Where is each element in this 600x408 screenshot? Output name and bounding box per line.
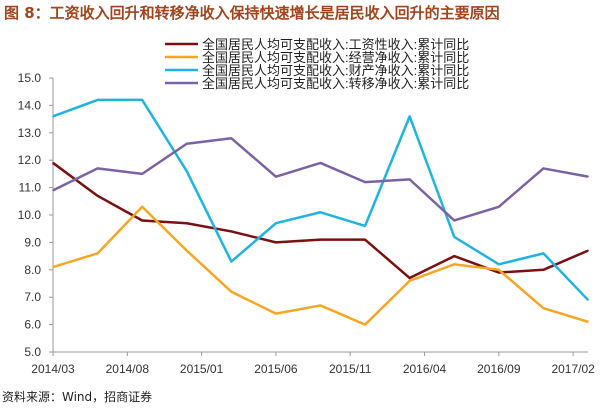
- x-tick-label: 2015/11: [329, 362, 372, 376]
- data-point: [185, 249, 188, 252]
- data-point: [230, 137, 233, 140]
- data-point: [542, 307, 545, 309]
- y-tick-label: 6.0: [24, 318, 41, 332]
- legend-label-2: 全国居民人均可支配收入:财产净收入:累计同比: [202, 63, 469, 78]
- x-tick-label: 2014/08: [106, 362, 150, 376]
- legend-label-0: 全国居民人均可支配收入:工资性收入:累计同比: [202, 37, 469, 52]
- x-tick-label: 2016/09: [477, 362, 521, 376]
- x-tick-label: 2015/06: [254, 362, 298, 376]
- data-point: [275, 222, 277, 225]
- data-point: [275, 312, 277, 315]
- data-point: [319, 162, 322, 164]
- data-point: [52, 162, 54, 164]
- y-tick-label: 8.0: [24, 263, 41, 277]
- data-point: [364, 181, 366, 183]
- data-point: [542, 252, 545, 255]
- source-note: 资料来源：Wind，招商证券: [2, 390, 153, 404]
- data-point: [96, 195, 99, 197]
- data-point: [498, 271, 500, 274]
- data-point: [408, 115, 411, 118]
- data-point: [587, 321, 589, 323]
- chart-title: 图 8：工资收入回升和转移净收入保持快速增长是居民收入回升的主要原因: [4, 4, 500, 22]
- data-point: [364, 225, 366, 227]
- data-point: [141, 99, 143, 101]
- data-point: [230, 260, 233, 263]
- y-tick-label: 9.0: [24, 235, 41, 249]
- series-line-0: [52, 161, 589, 280]
- y-tick-label: 12.0: [18, 153, 42, 167]
- data-point: [498, 269, 500, 271]
- series-line-3: [52, 137, 589, 222]
- x-tick-label: 2014/03: [31, 362, 75, 376]
- y-tick-label: 13.0: [18, 126, 42, 140]
- data-point: [96, 167, 99, 170]
- data-point: [542, 167, 545, 170]
- data-point: [408, 279, 411, 282]
- data-point: [587, 249, 589, 252]
- data-point: [96, 99, 99, 101]
- data-point: [408, 277, 411, 279]
- data-point: [275, 241, 277, 244]
- x-tick-label: 2015/01: [180, 362, 224, 376]
- data-point: [141, 219, 143, 222]
- data-point: [52, 115, 54, 118]
- data-point: [185, 142, 188, 145]
- data-point: [498, 205, 500, 208]
- data-point: [587, 175, 589, 178]
- y-tick-label: 5.0: [24, 345, 41, 359]
- data-point: [275, 175, 277, 178]
- data-point: [141, 205, 143, 208]
- data-point: [319, 304, 322, 307]
- legend-label-3: 全国居民人均可支配收入:转移净收入:累计同比: [202, 76, 469, 91]
- y-tick-label: 14.0: [18, 98, 42, 112]
- data-point: [141, 173, 143, 175]
- data-point: [52, 189, 54, 192]
- x-tick-label: 2016/04: [403, 362, 447, 376]
- data-point: [453, 236, 456, 238]
- data-point: [230, 290, 233, 293]
- x-tick-label: 2017/02: [551, 362, 595, 376]
- data-point: [453, 255, 456, 257]
- data-point: [185, 222, 188, 225]
- y-tick-label: 10.0: [18, 208, 42, 222]
- data-point: [364, 238, 366, 241]
- data-point: [230, 230, 233, 233]
- data-point: [408, 178, 411, 181]
- data-point: [542, 269, 545, 271]
- data-point: [587, 299, 589, 301]
- data-point: [453, 219, 456, 222]
- data-point: [319, 238, 322, 241]
- data-point: [319, 211, 322, 214]
- data-point: [498, 263, 500, 266]
- y-tick-label: 15.0: [18, 71, 42, 85]
- data-point: [96, 252, 99, 255]
- data-point: [52, 266, 54, 268]
- y-tick-label: 7.0: [24, 290, 41, 304]
- y-tick-label: 11.0: [19, 181, 42, 195]
- legend-label-1: 全国居民人均可支配收入:经营净收入:累计同比: [202, 50, 469, 65]
- series-line-1: [52, 205, 589, 326]
- data-point: [364, 323, 366, 326]
- data-point: [453, 263, 456, 266]
- data-point: [185, 170, 188, 172]
